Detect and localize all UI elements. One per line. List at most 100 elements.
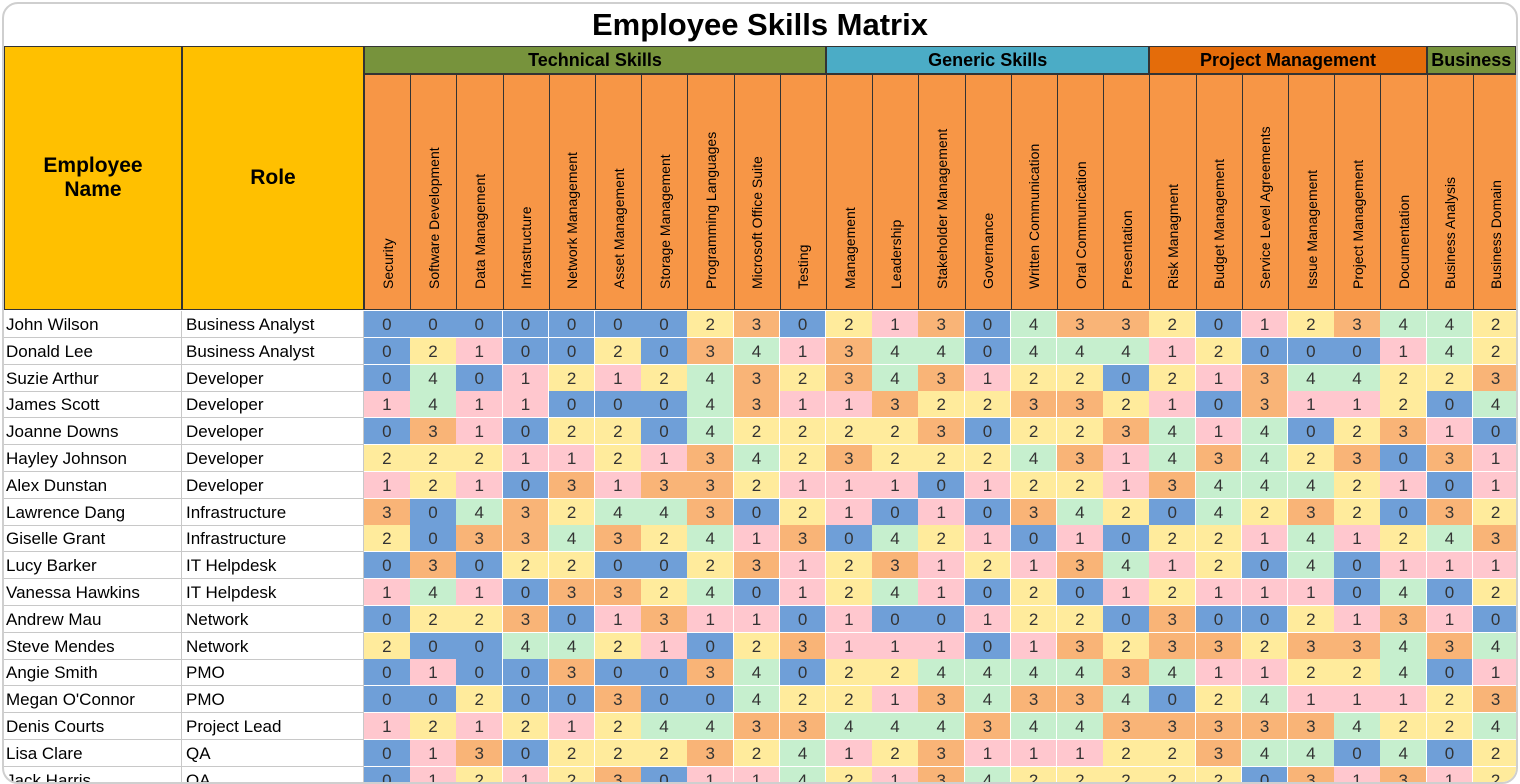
skill-level-cell[interactable]: 2	[456, 766, 504, 782]
employee-role-cell[interactable]: Developer	[182, 391, 364, 419]
skill-level-cell[interactable]: 4	[733, 686, 781, 714]
skill-level-cell[interactable]: 3	[964, 713, 1012, 740]
skill-level-cell[interactable]: 3	[1010, 391, 1058, 419]
skill-level-cell[interactable]: 2	[964, 445, 1012, 472]
skill-level-cell[interactable]: 0	[826, 525, 873, 553]
skill-header-project-management[interactable]: Project Management	[1334, 74, 1382, 310]
skill-level-cell[interactable]: 2	[595, 337, 642, 365]
skill-level-cell[interactable]: 4	[918, 659, 966, 687]
skill-level-cell[interactable]: 2	[548, 739, 596, 767]
skill-level-cell[interactable]: 0	[364, 605, 411, 633]
skill-level-cell[interactable]: 3	[733, 713, 781, 740]
skill-level-cell[interactable]: 4	[1149, 445, 1197, 472]
skill-level-cell[interactable]: 2	[1057, 418, 1104, 446]
skill-level-cell[interactable]: 3	[1288, 713, 1335, 740]
skill-level-cell[interactable]: 4	[733, 445, 781, 472]
skill-level-cell[interactable]: 1	[779, 579, 827, 606]
skill-level-cell[interactable]: 2	[1241, 632, 1289, 660]
skill-level-cell[interactable]: 3	[548, 659, 596, 687]
skill-level-cell[interactable]: 1	[641, 632, 688, 660]
skill-level-cell[interactable]: 0	[595, 311, 642, 338]
skill-level-cell[interactable]: 3	[687, 739, 735, 767]
skill-level-cell[interactable]: 0	[502, 311, 550, 338]
skill-level-cell[interactable]: 2	[548, 498, 596, 526]
skill-level-cell[interactable]: 0	[410, 498, 457, 526]
employee-name-cell[interactable]: Vanessa Hawkins	[4, 579, 182, 606]
skill-level-cell[interactable]: 2	[1057, 766, 1104, 782]
skill-level-cell[interactable]: 3	[733, 311, 781, 338]
employee-name-cell[interactable]: Donald Lee	[4, 337, 182, 365]
skill-level-cell[interactable]: 1	[641, 445, 688, 472]
skill-level-cell[interactable]: 2	[733, 739, 781, 767]
skill-level-cell[interactable]: 0	[456, 552, 504, 580]
skill-level-cell[interactable]: 0	[364, 337, 411, 365]
skill-level-cell[interactable]: 2	[1010, 766, 1058, 782]
skill-level-cell[interactable]: 4	[1241, 686, 1289, 714]
skill-level-cell[interactable]: 3	[1380, 605, 1428, 633]
skill-level-cell[interactable]: 1	[872, 311, 919, 338]
skill-level-cell[interactable]: 3	[1149, 713, 1197, 740]
skill-level-cell[interactable]: 0	[1426, 739, 1474, 767]
skill-level-cell[interactable]: 4	[1010, 713, 1058, 740]
skill-level-cell[interactable]: 0	[1195, 311, 1243, 338]
skill-level-cell[interactable]: 2	[918, 525, 966, 553]
employee-role-cell[interactable]: Network	[182, 632, 364, 660]
skill-level-cell[interactable]: 0	[1103, 605, 1150, 633]
skill-level-cell[interactable]: 2	[1010, 579, 1058, 606]
skill-level-cell[interactable]: 2	[918, 445, 966, 472]
skill-level-cell[interactable]: 0	[641, 686, 688, 714]
skill-level-cell[interactable]: 2	[872, 659, 919, 687]
skill-level-cell[interactable]: 1	[1149, 552, 1197, 580]
skill-level-cell[interactable]: 1	[872, 686, 919, 714]
skill-level-cell[interactable]: 2	[687, 311, 735, 338]
skill-level-cell[interactable]: 0	[1472, 605, 1516, 633]
employee-name-cell[interactable]: Lisa Clare	[4, 739, 182, 767]
skill-level-cell[interactable]: 1	[1426, 552, 1474, 580]
skill-level-cell[interactable]: 1	[1103, 445, 1150, 472]
skill-level-cell[interactable]: 0	[641, 391, 688, 419]
skill-level-cell[interactable]: 1	[733, 605, 781, 633]
skill-header-data-management[interactable]: Data Management	[456, 74, 504, 310]
skill-level-cell[interactable]: 0	[641, 659, 688, 687]
skill-level-cell[interactable]: 2	[364, 445, 411, 472]
skill-level-cell[interactable]: 4	[1380, 632, 1428, 660]
skill-level-cell[interactable]: 3	[595, 579, 642, 606]
skill-level-cell[interactable]: 0	[456, 311, 504, 338]
skill-header-security[interactable]: Security	[364, 74, 412, 310]
skill-level-cell[interactable]: 2	[456, 605, 504, 633]
skill-header-governance[interactable]: Governance	[964, 74, 1012, 310]
skill-header-asset-management[interactable]: Asset Management	[595, 74, 643, 310]
skill-header-infrastructure[interactable]: Infrastructure	[502, 74, 550, 310]
skill-level-cell[interactable]: 3	[1426, 632, 1474, 660]
skill-level-cell[interactable]: 3	[779, 632, 827, 660]
skill-level-cell[interactable]: 2	[872, 739, 919, 767]
skill-header-oral-communication[interactable]: Oral Communication	[1057, 74, 1105, 310]
skill-level-cell[interactable]: 4	[410, 364, 457, 392]
skill-level-cell[interactable]: 4	[1241, 418, 1289, 446]
skill-level-cell[interactable]: 3	[1149, 605, 1197, 633]
skill-level-cell[interactable]: 3	[1334, 311, 1381, 338]
skill-level-cell[interactable]: 1	[1380, 471, 1428, 499]
skill-level-cell[interactable]: 0	[410, 525, 457, 553]
skill-level-cell[interactable]: 1	[826, 391, 873, 419]
skill-level-cell[interactable]: 1	[964, 471, 1012, 499]
employee-role-cell[interactable]: IT Helpdesk	[182, 579, 364, 606]
employee-name-cell[interactable]: Lucy Barker	[4, 552, 182, 580]
skill-level-cell[interactable]: 2	[1334, 498, 1381, 526]
skill-level-cell[interactable]: 0	[502, 418, 550, 446]
skill-level-cell[interactable]: 0	[872, 498, 919, 526]
skill-header-management[interactable]: Management	[826, 74, 874, 310]
skill-level-cell[interactable]: 2	[548, 364, 596, 392]
skill-level-cell[interactable]: 1	[1426, 766, 1474, 782]
skill-level-cell[interactable]: 3	[1380, 418, 1428, 446]
skill-level-cell[interactable]: 4	[1472, 391, 1516, 419]
skill-level-cell[interactable]: 2	[826, 659, 873, 687]
skill-level-cell[interactable]: 0	[641, 311, 688, 338]
employee-name-cell[interactable]: Jack Harris	[4, 766, 182, 782]
skill-level-cell[interactable]: 2	[826, 552, 873, 580]
skill-level-cell[interactable]: 1	[456, 579, 504, 606]
skill-level-cell[interactable]: 0	[779, 311, 827, 338]
skill-level-cell[interactable]: 0	[1241, 605, 1289, 633]
skill-level-cell[interactable]: 3	[502, 498, 550, 526]
skill-level-cell[interactable]: 2	[641, 364, 688, 392]
